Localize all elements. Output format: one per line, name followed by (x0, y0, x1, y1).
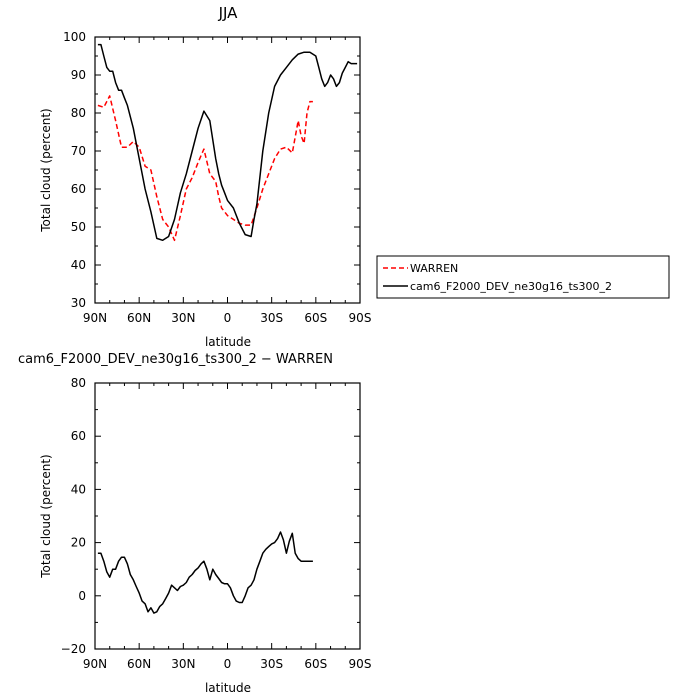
y-tick-label: 30 (71, 296, 86, 310)
series-line-0 (97, 531, 313, 614)
x-tick-label: 90S (349, 311, 372, 325)
y-tick-label: 100 (63, 30, 86, 44)
bottom-chart-title: cam6_F2000_DEV_ne30g16_ts300_2 − WARREN (18, 352, 333, 367)
x-tick-label: 30N (171, 311, 195, 325)
legend-box (376, 255, 670, 299)
x-tick-label: 60N (127, 311, 151, 325)
bottom-chart-tick-labels: 90N 60N 30N 0 30S 60S 90S −20 0 20 40 60 80 (61, 376, 372, 671)
top-chart-plot-frame (94, 36, 361, 304)
y-tick-label: 50 (71, 220, 86, 234)
top-chart-ticks (94, 36, 361, 304)
x-tick-label: 60S (304, 657, 327, 671)
legend-label-warren: WARREN (410, 262, 458, 275)
bottom-chart-ticks (94, 382, 361, 650)
y-tick-label: 40 (71, 482, 86, 496)
y-tick-label: 60 (71, 182, 86, 196)
top-chart-xlabel: latitude (205, 335, 251, 349)
x-tick-label: 0 (224, 311, 232, 325)
x-tick-label: 90N (83, 657, 107, 671)
y-tick-label: 40 (71, 258, 86, 272)
x-tick-label: 90S (349, 657, 372, 671)
top-chart-ylabel: Total cloud (percent) (39, 108, 53, 232)
top-chart-series (97, 43, 358, 242)
x-tick-label: 0 (224, 657, 232, 671)
x-tick-label: 60N (127, 657, 151, 671)
y-tick-label: 70 (71, 144, 86, 158)
x-tick-label: 90N (83, 311, 107, 325)
legend: WARREN cam6_F2000_DEV_ne30g16_ts300_2 (376, 255, 670, 299)
x-tick-label: 30S (260, 657, 283, 671)
top-chart: JJA 90N 60N 30N 0 30S 60S 90S 30 40 50 60 70 80 90 100… (39, 4, 371, 349)
y-tick-label: 20 (71, 536, 86, 550)
y-tick-label: 0 (78, 589, 86, 603)
series-line-1 (97, 43, 358, 242)
y-tick-label: 90 (71, 68, 86, 82)
bottom-chart-ylabel: Total cloud (percent) (39, 454, 53, 578)
y-tick-label: 80 (71, 376, 86, 390)
y-tick-label: 60 (71, 429, 86, 443)
bottom-chart-plot-frame (94, 382, 361, 650)
bottom-chart-xlabel: latitude (205, 681, 251, 695)
series-line-0 (97, 95, 313, 242)
y-tick-label: 80 (71, 106, 86, 120)
x-tick-label: 30S (260, 311, 283, 325)
y-tick-label: −20 (61, 642, 86, 656)
x-tick-label: 60S (304, 311, 327, 325)
top-chart-tick-labels: 90N 60N 30N 0 30S 60S 90S 30 40 50 60 70 80 90 100 (63, 30, 371, 325)
legend-label-cam6: cam6_F2000_DEV_ne30g16_ts300_2 (410, 280, 612, 293)
top-chart-title: JJA (218, 4, 239, 22)
x-tick-label: 30N (171, 657, 195, 671)
bottom-chart-series (97, 531, 313, 614)
bottom-chart: cam6_F2000_DEV_ne30g16_ts300_2 − WARREN … (18, 352, 371, 695)
